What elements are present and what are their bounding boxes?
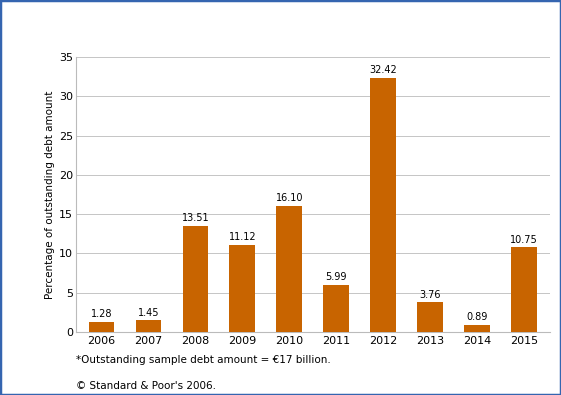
Text: Chart 5: Percentage Of Outstanding Debt Amount* In Each Year: Chart 5: Percentage Of Outstanding Debt … <box>8 12 456 25</box>
Text: 0.89: 0.89 <box>466 312 488 322</box>
Text: 3.76: 3.76 <box>419 290 441 299</box>
Bar <box>370 77 396 332</box>
Text: 16.10: 16.10 <box>275 193 303 203</box>
Bar <box>464 325 490 332</box>
Text: 1.45: 1.45 <box>138 308 159 318</box>
Text: 11.12: 11.12 <box>228 232 256 242</box>
Text: Program loans: Program loans <box>8 37 89 47</box>
Bar <box>277 205 302 332</box>
Bar <box>229 245 255 332</box>
Bar <box>182 226 208 332</box>
Bar <box>323 285 349 332</box>
Bar <box>417 302 443 332</box>
Text: 5.99: 5.99 <box>325 272 347 282</box>
Text: *Outstanding sample debt amount = €17 billion.: *Outstanding sample debt amount = €17 bi… <box>76 355 330 365</box>
Bar <box>136 320 162 332</box>
Y-axis label: Percentage of outstanding debt amount: Percentage of outstanding debt amount <box>45 90 54 299</box>
Text: 10.75: 10.75 <box>510 235 538 245</box>
Text: © Standard & Poor's 2006.: © Standard & Poor's 2006. <box>76 381 216 391</box>
Text: 1.28: 1.28 <box>91 309 112 319</box>
Text: 32.42: 32.42 <box>369 65 397 75</box>
Text: 13.51: 13.51 <box>182 213 209 223</box>
Bar <box>89 322 114 332</box>
Bar <box>511 248 537 332</box>
